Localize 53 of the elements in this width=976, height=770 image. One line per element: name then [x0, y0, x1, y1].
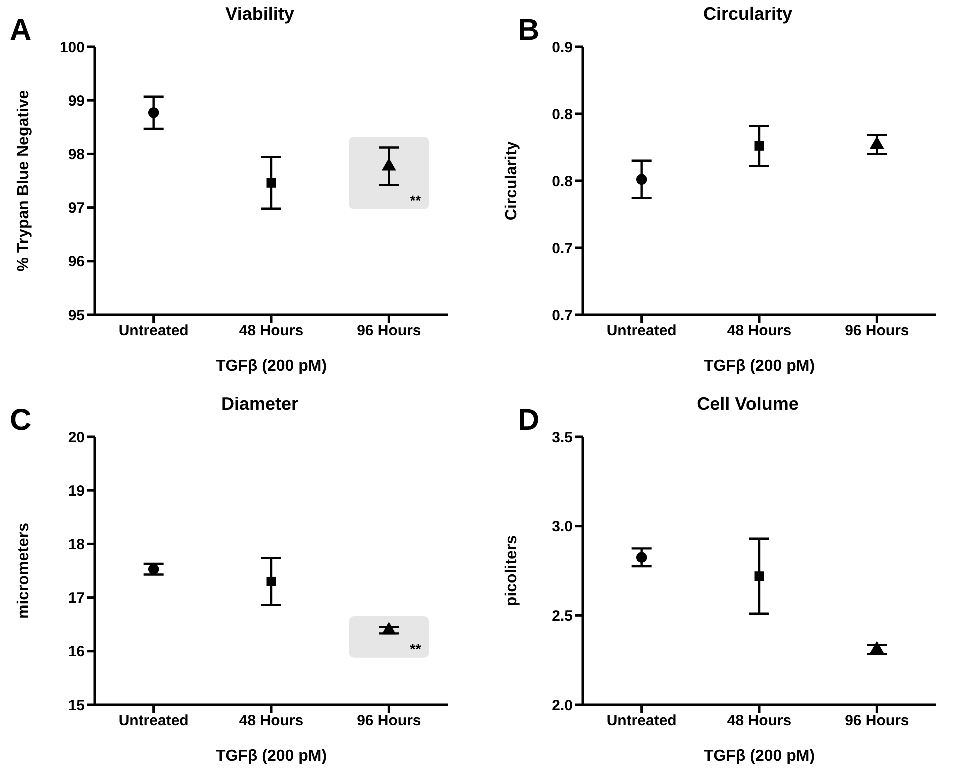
- y-tick-label: 97: [68, 200, 85, 218]
- x-tick-label: Untreated: [606, 322, 677, 340]
- y-tick-label: 95: [68, 307, 85, 324]
- x-tick-label: 48 Hours: [239, 322, 304, 340]
- y-tick-label: 17: [68, 590, 85, 608]
- y-axis-title: picoliters: [504, 535, 521, 607]
- text: D: [518, 404, 540, 438]
- y-tick-label: 98: [68, 146, 85, 164]
- text: C: [10, 404, 32, 438]
- text: A: [10, 14, 32, 48]
- y-tick-label: 20: [68, 429, 85, 446]
- chart-title: Diameter: [220, 394, 300, 415]
- shaded-box: **: [349, 137, 430, 210]
- annotation: **: [410, 192, 422, 208]
- x-tick-label: 96 Hours: [357, 322, 422, 340]
- chart-title: Circularity: [702, 4, 794, 25]
- annotation: **: [410, 640, 422, 657]
- x-axis-title: TGFβ (200 pM): [704, 358, 816, 375]
- chart-title: Cell Volume: [696, 394, 800, 415]
- x-axis-title: TGFβ (200 pM): [704, 748, 816, 765]
- x-tick-label: 48 Hours: [239, 712, 304, 730]
- x-axis-title: TGFβ (200 pM): [216, 748, 328, 765]
- x-tick-label: 96 Hours: [845, 712, 910, 730]
- y-tick-label: 0.9: [552, 39, 573, 56]
- y-tick-label: 16: [68, 644, 85, 661]
- y-tick-label: 96: [68, 254, 85, 271]
- x-tick-label: 48 Hours: [727, 712, 792, 730]
- y-tick-label: 100: [60, 39, 85, 56]
- y-axis-title: % Trypan Blue Negative: [16, 90, 33, 272]
- x-tick-label: Untreated: [118, 322, 189, 340]
- y-axis-title: micrometers: [16, 522, 33, 620]
- y-tick-label: 18: [68, 536, 85, 554]
- y-tick-label: 99: [68, 92, 85, 110]
- y-tick-label: 0.7: [552, 240, 573, 258]
- y-tick-label: 3.0: [552, 518, 573, 536]
- shaded-box: **: [349, 616, 430, 658]
- y-tick-label: 15: [68, 697, 85, 714]
- y-tick-label: 19: [68, 482, 85, 500]
- x-tick-label: 48 Hours: [727, 322, 792, 340]
- y-tick-label: 0.7: [552, 307, 573, 324]
- y-axis-title: Circularity: [504, 141, 521, 221]
- x-tick-label: Untreated: [606, 712, 677, 730]
- y-tick-label: 3.5: [552, 429, 573, 446]
- y-tick-label: 0.8: [552, 173, 573, 190]
- x-tick-label: 96 Hours: [357, 712, 422, 730]
- text: B: [518, 14, 540, 48]
- chart-title: Viability: [224, 4, 296, 25]
- x-tick-label: 96 Hours: [845, 322, 910, 340]
- x-axis-title: TGFβ (200 pM): [216, 358, 328, 375]
- y-tick-label: 2.0: [552, 697, 573, 714]
- x-tick-label: Untreated: [118, 712, 189, 730]
- y-tick-label: 2.5: [552, 608, 573, 625]
- y-tick-label: 0.8: [552, 106, 573, 124]
